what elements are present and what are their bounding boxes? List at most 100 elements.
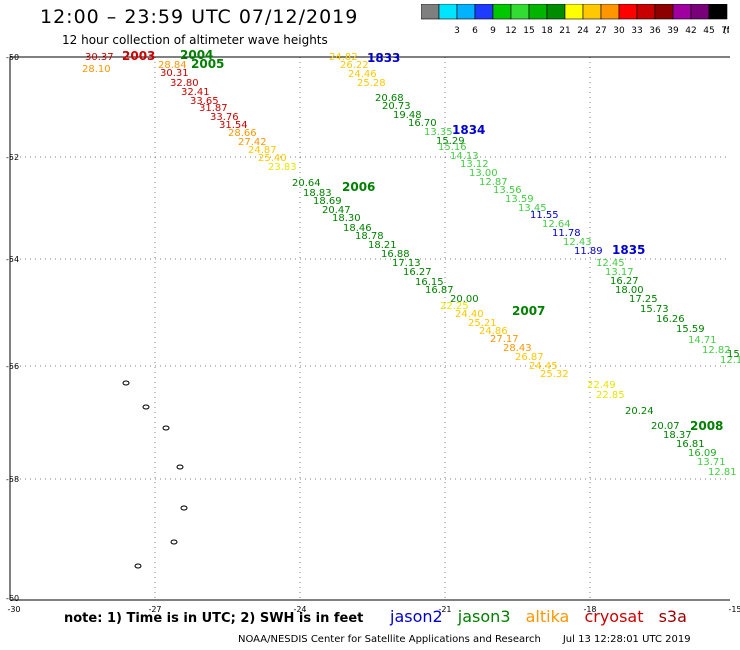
observation-value: 18.69 [313,196,342,207]
observation-value: 20.68 [375,93,404,104]
observation-value: 22.49 [587,380,616,391]
observation-value: 16.27 [610,276,639,287]
legend-cryosat: cryosat [584,607,644,626]
scale-tick-label: 6 [472,26,478,36]
observation-value: 27.42 [238,137,267,148]
observation-value: 15.59 [676,324,705,335]
observation-value: 22.25 [440,301,469,312]
observation-value: 18.37 [663,430,692,441]
observation-value: 28.66 [228,128,257,139]
observation-value: 27.17 [490,334,519,345]
observation-value: 13.12 [460,159,489,170]
pass-time-label: 2007 [512,304,545,318]
observation-value: 23.83 [268,162,297,173]
scale-tick-label: 21 [559,26,570,36]
footer-note: note: 1) Time is in UTC; 2) SWH is in fe… [64,611,364,626]
observation-value: 16.09 [688,448,717,459]
longitude-label: -27 [148,605,161,614]
observation-value: 32.80 [170,78,199,89]
observation-value: 13.59 [505,194,534,205]
latitude-label: -50 [6,53,19,62]
credit-line: NOAA/NESDIS Center for Satellite Applica… [238,634,691,645]
observation-value: 11.89 [574,246,603,257]
longitude-label: -18 [583,605,596,614]
scale-tick-label: 42 [685,26,696,36]
pass-time-label: 2004 [180,48,213,62]
observation-value: 20.24 [625,406,654,417]
legend-s3a: s3a [658,607,687,626]
observation-value: 15.29 [436,136,465,147]
legend-jason2: jason2 [390,607,443,626]
island-outline [176,464,184,470]
page-title: 12:00 – 23:59 UTC 07/12/2019 [40,6,359,28]
scale-tick-label: 27 [595,26,606,36]
pass-time-label: 2008 [690,419,723,433]
observation-value: 12.45 [596,258,625,269]
scale-tick-label: 36 [649,26,661,36]
observation-value: 33.76 [210,112,239,123]
observation-value: 20.00 [450,294,479,305]
observation-value: 26.87 [515,352,544,363]
scale-tick-label: 9 [490,26,496,36]
observation-value: 16.88 [381,249,410,260]
observation-value: 19.48 [393,110,422,121]
latitude-label: -52 [6,153,19,162]
page-subtitle: 12 hour collection of altimeter wave hei… [62,33,328,47]
observation-value: 25.21 [468,318,497,329]
observation-value: 31.87 [199,103,228,114]
observation-value: 14.71 [688,335,717,346]
scale-tick-label: 45 [703,26,714,36]
scale-unit-label: (ft) [723,26,729,36]
observation-value: 18.78 [355,231,384,242]
latitude-label: -58 [6,475,19,484]
axis-label-layer: -50 -52 -54 -56 -58 -60 -30 -27 -24 -21 -18 -15 [6,53,740,614]
observation-value: 33.65 [190,96,219,107]
observation-value: 16.27 [403,267,432,278]
observation-value: 11.78 [552,228,581,239]
observation-value: 17.13 [392,258,421,269]
map-grid [9,56,730,601]
observation-value: 15.16 [438,142,467,153]
scale-tick-label: 3 [454,26,460,36]
longitude-label: -15 [728,605,740,614]
observation-value: 31.54 [219,120,248,131]
observation-value: 18.83 [303,188,332,199]
observation-value: 14.13 [450,151,479,162]
observation-value: 11.55 [530,210,559,221]
island-outline [180,505,188,511]
pass-time-label: 2006 [342,180,375,194]
observation-value: 20.73 [382,101,411,112]
scale-tick-label: 12 [505,26,516,36]
observation-value: 30.37 [85,52,114,63]
observation-value: 24.45 [529,361,558,372]
observation-value: 16.87 [425,285,454,296]
observation-value: 26.22 [340,60,369,71]
island-outline [134,563,142,569]
island-outline [162,425,170,431]
color-scale-bar: 36912151821242730333639424570(ft) [421,4,729,36]
observation-value: 13.45 [518,203,547,214]
observation-value: 12.43 [563,237,592,248]
observation-value: 22.85 [596,390,625,401]
longitude-label: -30 [7,605,20,614]
legend-jason3: jason3 [457,607,511,626]
observation-value: 24.46 [348,69,377,80]
observation-value: 16.81 [676,439,705,450]
island-outline [122,380,130,386]
observation-value: 28.10 [82,64,111,75]
satellite-legend: jason2 jason3 altika cryosat s3a [390,607,697,626]
pass-time-label: 1835 [612,243,645,257]
longitude-label: -21 [438,605,451,614]
longitude-label: -24 [293,605,306,614]
credit-text: NOAA/NESDIS Center for Satellite Applica… [238,634,541,645]
observation-value: 17.25 [629,294,658,305]
scale-swatch [708,4,728,20]
scale-tick-label: 30 [613,26,625,36]
observation-value: 16.15 [415,277,444,288]
island-outline [170,539,178,545]
pass-time-label: 2003 [122,49,155,63]
observation-value: 13.35 [424,127,453,138]
